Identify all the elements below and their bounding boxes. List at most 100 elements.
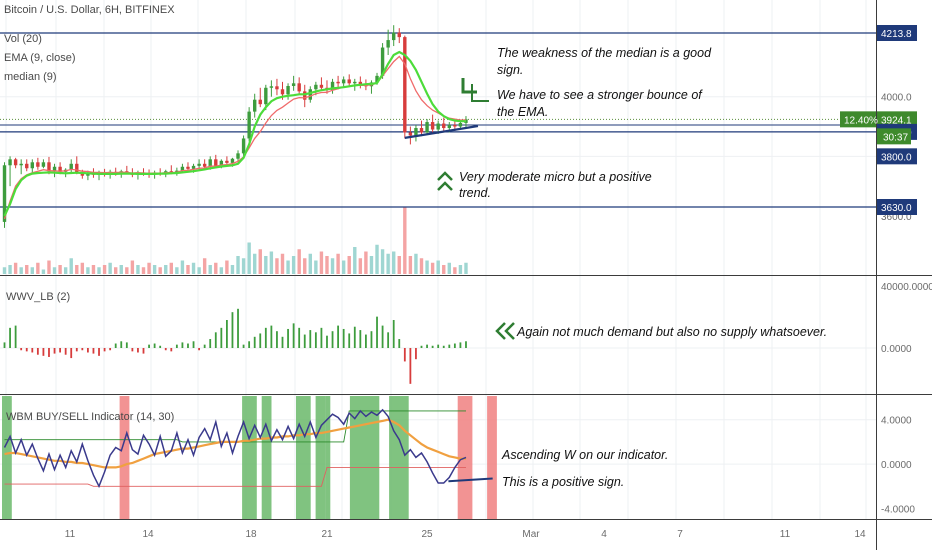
volume-bar [253,253,257,274]
wwv-bar-negative [59,348,61,353]
volume-bar [447,262,451,274]
price-tick: 3600.0 [881,212,912,223]
price-axis[interactable]: 4000.0 3800.0 3600.0 40000.0000 0.0000 4.0000… [840,25,932,515]
signal-zone-buy [325,396,331,519]
candle-up [236,153,240,159]
candle-up [392,32,396,41]
wwv-bar-positive [292,323,295,348]
volume-bar [275,258,279,274]
time-axis[interactable]: 11 14 18 21 25 Mar 4 7 11 14 [65,529,866,540]
legend-vol[interactable]: Vol (20) [4,33,42,45]
legend-ema[interactable]: EMA (9, close) [4,52,76,64]
wwv-bar-positive [431,345,434,348]
wwv-bar-negative [20,348,23,351]
signal-zone-sell [487,396,497,519]
price-tag[interactable] [877,25,917,41]
volume-bar [47,260,51,274]
wbm-lower-band [4,466,466,487]
wwv-bar-negative [415,348,417,360]
volume-bar [19,267,23,274]
annotation-ema-bounce-cont: the EMA. [497,105,548,119]
candlesticks [2,25,468,228]
volume-bar [291,256,296,274]
price-tag[interactable] [877,111,917,128]
wwv-bar-positive [348,333,351,348]
wwv-bar-positive [264,327,267,348]
drawings[interactable] [404,78,515,483]
candle-down [442,123,446,129]
wwv-bar-positive [153,343,156,348]
indicator-lines [3,50,466,220]
wwv-bar-negative [170,348,173,352]
volume-bar [375,244,379,274]
wwv-bar-positive [298,327,301,348]
volume-bar [75,265,79,274]
annotation-median-weakness-cont: sign. [497,63,523,77]
price-tag[interactable] [877,148,917,165]
candle-up [375,75,379,83]
volume-bar [58,265,62,274]
volume-bar [397,256,401,274]
legend-wbm[interactable]: WBM BUY/SELL Indicator (14, 30) [6,411,174,423]
wwv-bar-positive [387,332,390,348]
w-support-line[interactable] [448,477,493,483]
wwv-bar-positive [331,331,334,348]
wwv-bar-negative [137,348,139,353]
wwv-bar-positive [220,327,223,348]
price-tag-label: 3924.1 [881,115,912,126]
wwv-bar-positive [359,330,362,348]
signal-zone-buy [389,396,409,519]
wwv-bar-positive [237,308,239,348]
volume-bar [236,256,240,274]
candle-down [225,160,229,163]
wwv-bar-positive [448,344,451,348]
wwv-bar-positive [314,332,317,348]
candle-up [386,40,390,48]
wwv-bar-positive [148,344,150,348]
median-line [3,50,466,217]
candle-up [52,166,57,172]
volume-bar [36,262,40,274]
candle-down [408,132,413,136]
volume-bar [147,262,151,274]
countdown-badge[interactable] [877,128,911,145]
signal-zone-buy [242,396,257,519]
volume-bar [108,262,112,274]
candle-up [291,83,296,86]
candle-down [13,159,18,166]
candle-down [280,89,285,95]
price-tag[interactable] [877,199,917,215]
volume-bar [358,258,363,274]
wwv-bar-negative [75,348,78,352]
wwv-bar-positive [209,339,212,348]
volume-bar [86,267,90,274]
candle-up [2,165,7,222]
wwv-tick: 40000.0000 [881,282,932,293]
volume-bar [30,267,34,274]
wbm-lines [3,408,467,489]
volume-bar [264,256,268,274]
candle-up [247,111,251,139]
legend-wwv[interactable]: WWV_LB (2) [6,291,70,303]
candle-up [69,163,73,170]
trendline[interactable] [404,124,479,139]
wwv-bar-positive [437,344,440,348]
volume-bar [158,267,162,274]
wwv-bar-negative [25,348,28,352]
volume-bar [280,253,285,274]
price-tag-label: 4213.8 [881,29,912,40]
legend-median[interactable]: median (9) [4,71,57,83]
change-badge[interactable] [840,111,876,128]
wwv-bar-positive [14,325,17,348]
candle-down [403,37,407,133]
candle-up [414,128,418,136]
wwv-bar-positive [453,343,456,348]
wwv-bar-positive [376,316,378,348]
wwv-bar-positive [281,336,284,348]
volume-bar [414,253,418,274]
wwv-bar-positive [326,335,328,348]
candle-up [253,99,257,112]
volume-bar [80,262,85,274]
candle-up [219,160,224,166]
